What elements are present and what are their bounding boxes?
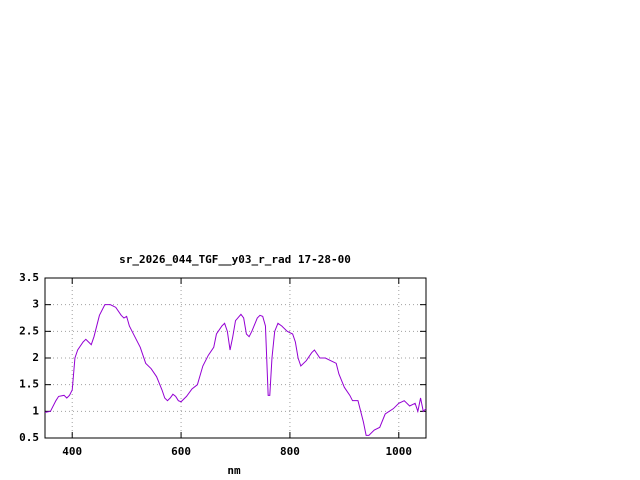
x-tick-label: 600 xyxy=(171,445,191,458)
y-tick-label: 1 xyxy=(32,404,39,417)
y-tick-label: 0.5 xyxy=(19,431,39,444)
x-tick-label: 400 xyxy=(62,445,82,458)
y-tick-label: 3.5 xyxy=(19,271,39,284)
plot-frame xyxy=(44,277,427,439)
x-tick-label: 800 xyxy=(280,445,300,458)
y-tick-label: 1.5 xyxy=(19,378,39,391)
chart-title: sr_2026_044_TGF__y03_r_rad 17-28-00 xyxy=(119,253,351,266)
y-tick-label: 2 xyxy=(32,351,39,364)
y-tick-label: 2.5 xyxy=(19,324,39,337)
y-tick-label: 3 xyxy=(32,298,39,311)
x-axis-label: nm xyxy=(227,464,241,477)
x-tick-label: 1000 xyxy=(386,445,413,458)
data-line xyxy=(44,304,427,436)
